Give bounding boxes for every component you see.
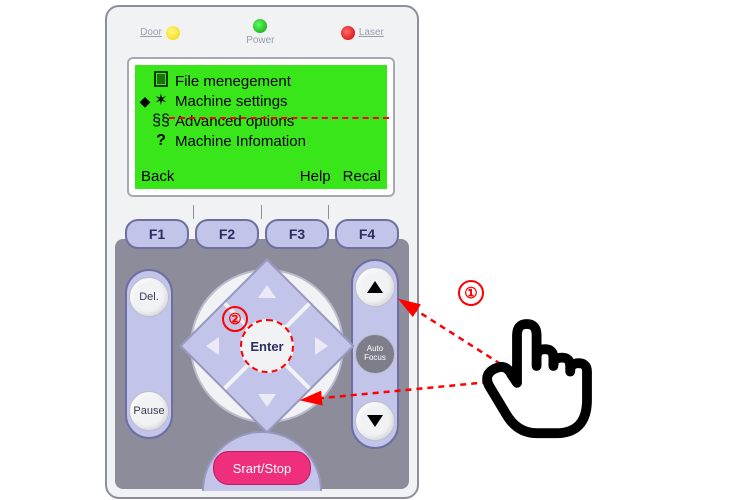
status-laser: Laser [341,26,384,40]
menu-label: File menegement [171,73,291,90]
start-stop-button[interactable]: Srart/Stop [213,451,311,485]
softkey-back[interactable]: Back [135,168,174,185]
device-controller: Door Power Laser File menegement [105,5,419,499]
lcd-footer: Back Help Recal [135,168,387,185]
dpad-right-button[interactable] [315,337,328,355]
menu-label: Machine settings [171,93,288,110]
softkey-help[interactable]: Help [300,168,343,185]
enter-button[interactable]: Enter [240,319,294,373]
door-label: Door [140,27,162,38]
menu-label: Machine Infomation [171,133,306,150]
f3-button[interactable]: F3 [265,219,329,249]
menu-item-info[interactable]: ? Machine Infomation [139,131,383,151]
status-power: Power [246,19,274,46]
menu-label: Advanced options [171,113,294,130]
dpad: Enter [190,269,344,423]
f2-button[interactable]: F2 [195,219,259,249]
settings-icon: ✶ [151,93,171,109]
triangle-up-icon [367,281,383,293]
callout-one: ① [458,280,484,306]
section-icon: §§ [151,113,171,129]
autofocus-button[interactable]: Auto Focus [355,334,395,374]
fkey-row: F1 F2 F3 F4 [125,219,399,249]
menu-selector: ◆ [139,93,151,110]
laser-label: Laser [359,27,384,38]
dpad-left-button[interactable] [206,337,219,355]
dpad-down-button[interactable] [258,394,276,407]
fkey-separators [127,205,395,219]
highlight-line [169,117,389,119]
power-label: Power [246,35,274,46]
callout-two: ② [222,306,248,332]
delete-button[interactable]: Del. [129,277,169,317]
pause-button[interactable]: Pause [129,391,169,431]
pointing-hand-icon [475,310,615,450]
startstop-housing: Srart/Stop [202,431,322,491]
button-panel: F1 F2 F3 F4 Del. Pause Auto Focus Enter [115,239,409,489]
door-led-icon [166,26,180,40]
file-icon [151,71,171,91]
status-row: Door Power Laser [107,19,417,46]
power-led-icon [253,19,267,33]
menu-item-settings[interactable]: ◆ ✶ Machine settings [139,91,383,111]
menu-item-file[interactable]: File menegement [139,71,383,91]
arrow-down-button[interactable] [355,401,395,441]
question-icon: ? [151,133,171,149]
menu-list: File menegement ◆ ✶ Machine settings §§ … [135,65,387,151]
lcd-screen: File menegement ◆ ✶ Machine settings §§ … [127,57,395,197]
dpad-up-button[interactable] [258,285,276,298]
f4-button[interactable]: F4 [335,219,399,249]
menu-item-advanced[interactable]: §§ Advanced options [139,111,383,131]
triangle-down-icon [367,415,383,427]
arrow-up-button[interactable] [355,267,395,307]
softkey-recal[interactable]: Recal [343,168,387,185]
status-door: Door [140,26,180,40]
laser-led-icon [341,26,355,40]
right-button-group: Auto Focus [351,259,399,449]
lcd-inner: File menegement ◆ ✶ Machine settings §§ … [135,65,387,189]
f1-button[interactable]: F1 [125,219,189,249]
left-button-group: Del. Pause [125,269,173,439]
